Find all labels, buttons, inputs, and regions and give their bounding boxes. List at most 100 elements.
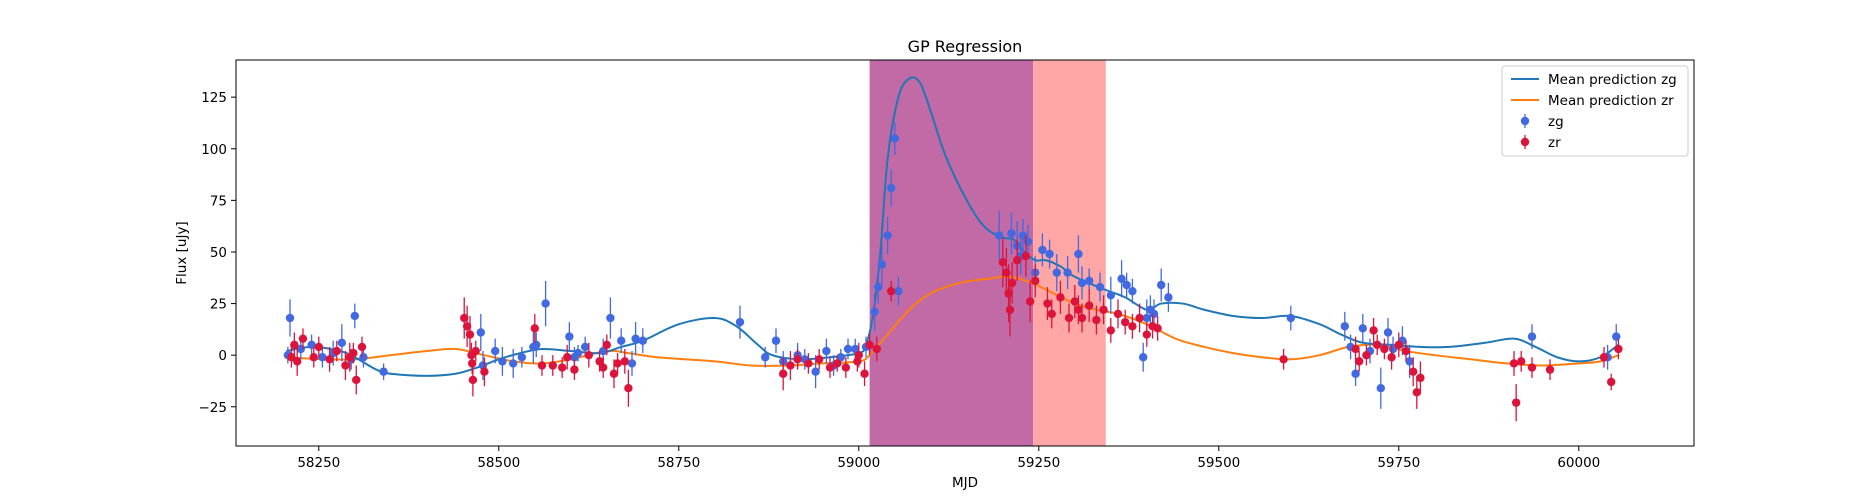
zr-point [332, 346, 341, 356]
legend-label: zg [1548, 114, 1564, 130]
zr-point [1085, 301, 1094, 310]
zg-point [1122, 280, 1131, 290]
zr-point [1373, 340, 1382, 350]
zr-point [460, 313, 469, 323]
zr-point [609, 369, 619, 378]
zr-point [1092, 315, 1101, 325]
zr-point [298, 334, 308, 343]
y-tick-label: 50 [210, 245, 227, 261]
x-tick-label: 58500 [477, 455, 520, 471]
y-tick-label: 125 [201, 90, 227, 106]
legend-marker-swatch [1520, 116, 1530, 126]
zr-point [293, 357, 302, 366]
y-tick-label: 75 [210, 193, 227, 209]
x-tick-label: 58750 [657, 455, 700, 471]
zg-point [1018, 231, 1028, 240]
zg-point [1286, 313, 1296, 323]
zr-point [779, 369, 788, 378]
legend-marker-swatch [1520, 137, 1530, 147]
zg-point [491, 346, 500, 356]
x-tick-label: 59000 [837, 455, 880, 471]
zr-point [584, 350, 593, 360]
x-tick-label: 58250 [297, 455, 340, 471]
zr-point [1099, 305, 1108, 314]
zg-point [498, 357, 507, 366]
zr-point [1002, 268, 1011, 277]
zr-point [1077, 313, 1087, 323]
zr-point [468, 375, 478, 385]
zr-point [1106, 326, 1116, 335]
zr-point [570, 365, 579, 374]
zr-point [825, 363, 835, 372]
zg-point [532, 340, 541, 350]
zr-point [1135, 313, 1144, 323]
zg-point [631, 334, 640, 343]
zr-point [786, 361, 795, 370]
zg-point [307, 340, 316, 350]
zg-point [1085, 276, 1094, 286]
zg-point [1007, 229, 1016, 238]
zg-point [476, 328, 485, 337]
zr-point [1355, 357, 1364, 366]
zg-point [1128, 286, 1137, 296]
zr-point [1527, 363, 1537, 372]
y-tick-label: 0 [218, 348, 227, 364]
zg-point [337, 338, 347, 347]
zg-point [379, 367, 388, 376]
zg-point [581, 342, 590, 352]
zg-point [541, 299, 550, 308]
zg-point [1063, 268, 1072, 277]
zr-point [1142, 330, 1152, 339]
zr-point [793, 355, 802, 364]
zr-point [1007, 278, 1017, 288]
zr-point [1113, 309, 1123, 319]
zg-point [1023, 237, 1033, 246]
x-axis-label: MJD [952, 475, 978, 491]
zr-point [815, 355, 824, 364]
zr-point [557, 363, 567, 372]
zr-point [804, 359, 813, 368]
zr-point [620, 357, 629, 366]
zg-point [617, 336, 626, 345]
zr-point [462, 322, 472, 331]
zr-point [865, 340, 874, 350]
zr-point [1351, 344, 1360, 354]
zr-point [624, 384, 633, 393]
zg-point [771, 336, 781, 345]
zr-point [325, 355, 334, 364]
legend-label: Mean prediction zr [1548, 93, 1674, 109]
zr-point [1031, 276, 1040, 286]
zr-point [599, 363, 608, 372]
zr-point [1409, 367, 1418, 376]
zg-point [1045, 249, 1054, 259]
zg-point [836, 353, 845, 362]
series-zr [287, 235, 1623, 422]
zg-point [995, 231, 1004, 240]
zg-point [874, 282, 883, 292]
y-tick-label: 25 [210, 297, 227, 313]
legend-item: Mean prediction zg [1511, 72, 1677, 88]
zg-point [285, 313, 295, 323]
zg-point [359, 353, 368, 362]
legend-label: Mean prediction zg [1548, 72, 1677, 88]
x-tick-label: 59750 [1377, 455, 1420, 471]
zr-point [1047, 309, 1056, 319]
zr-point [998, 258, 1007, 267]
zg-point [565, 332, 574, 341]
zg-point [627, 359, 637, 368]
zr-point [1070, 297, 1080, 306]
zr-point [1599, 353, 1609, 362]
x-axis-ticks: 58250 58500 58750 59000 59250 59500 59750 60000 [297, 446, 1600, 471]
zg-point [1106, 291, 1116, 300]
x-tick-label: 60000 [1557, 455, 1600, 471]
zg-point [1139, 353, 1148, 362]
zr-point [1013, 256, 1022, 265]
zg-point [870, 307, 879, 317]
zr-point [1056, 293, 1065, 302]
legend-box [1501, 65, 1689, 157]
zr-point [314, 342, 323, 352]
legend-label: zr [1548, 135, 1561, 151]
zr-point [860, 369, 869, 378]
zg-point [883, 231, 892, 240]
